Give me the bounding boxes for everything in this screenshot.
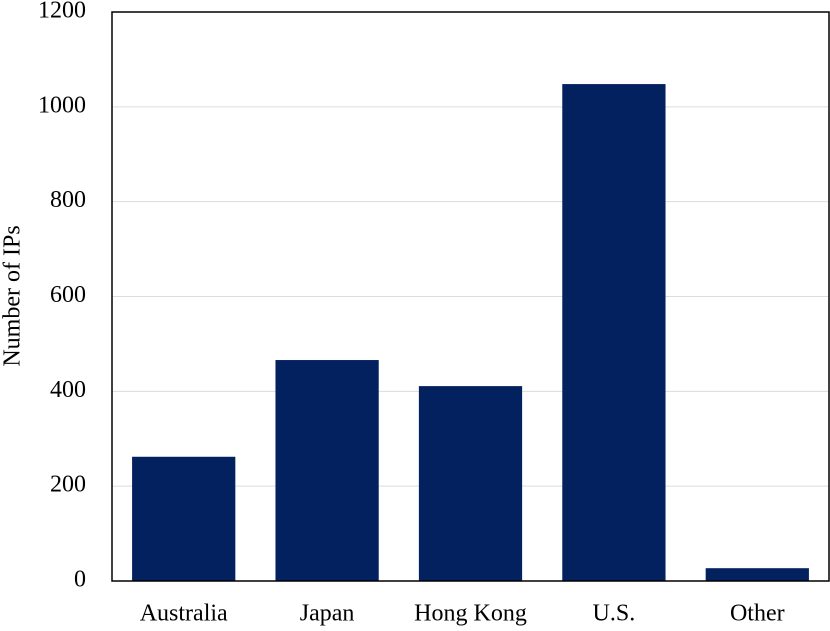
- bar: [562, 84, 666, 581]
- x-tick-label: U.S.: [593, 601, 636, 627]
- bar: [418, 386, 523, 581]
- y-axis-label: Number of IPs: [0, 225, 26, 366]
- y-tick-label: 800: [50, 187, 86, 213]
- plot-frame: [111, 11, 830, 582]
- y-tick-label: 200: [50, 472, 86, 498]
- x-tick-label: Japan: [300, 601, 355, 627]
- bar: [275, 360, 379, 581]
- x-tick-label: Hong Kong: [414, 601, 527, 627]
- y-tick-label: 1200: [38, 0, 86, 24]
- y-tick-label: 600: [50, 282, 86, 308]
- bar: [132, 456, 236, 581]
- x-tick-label: Australia: [140, 601, 228, 627]
- y-tick-label: 1000: [38, 92, 86, 118]
- bar: [705, 568, 809, 581]
- y-tick-label: 400: [50, 377, 86, 403]
- y-tick-label: 0: [74, 567, 86, 593]
- x-tick-label: Other: [730, 601, 785, 627]
